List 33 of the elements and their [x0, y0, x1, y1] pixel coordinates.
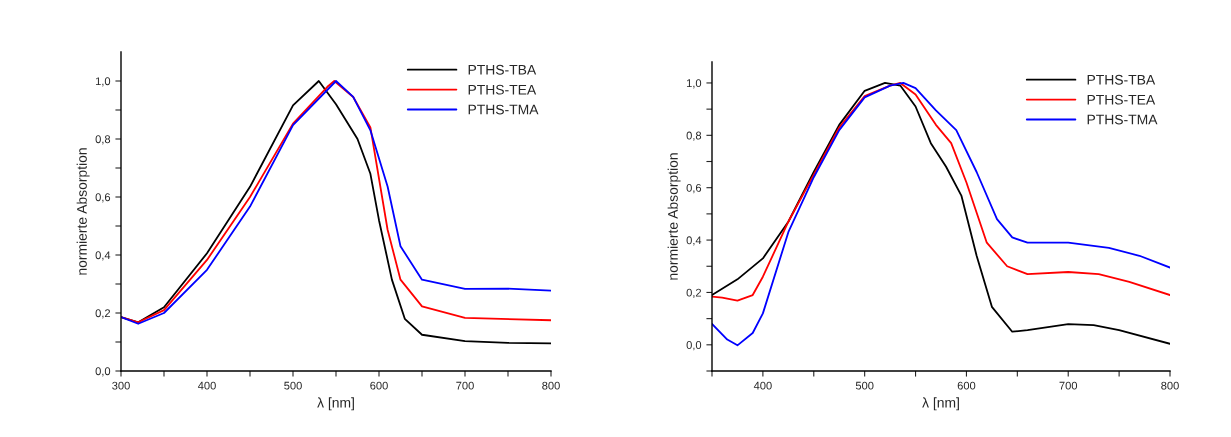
x-tick-label: 500: [855, 381, 874, 390]
legend-label: PTHS-TBA: [1087, 74, 1156, 85]
y-tick-label: 0,6: [95, 193, 111, 203]
legend-label: PTHS-TMA: [1087, 114, 1158, 125]
y-tick-label: 0,6: [686, 183, 702, 194]
x-tick-label: 700: [456, 381, 474, 390]
legend-label: PTHS-TMA: [468, 104, 539, 115]
y-tick-label: 0,4: [95, 251, 111, 261]
x-axis-title: λ [nm]: [317, 397, 354, 411]
y-tick-label: 0,2: [95, 309, 111, 319]
x-tick-label: 800: [542, 381, 560, 390]
legend-label: PTHS-TEA: [468, 84, 537, 95]
y-axis-title: normierte Absorption: [667, 153, 681, 280]
x-tick-label: 300: [112, 381, 130, 390]
y-tick-label: 1,0: [95, 77, 111, 87]
x-tick-label: 700: [1059, 381, 1078, 390]
x-tick-label: 600: [370, 381, 388, 390]
x-tick-label: 800: [1161, 381, 1179, 390]
y-tick-label: 0,0: [95, 367, 111, 377]
y-tick-label: 1,0: [686, 79, 702, 89]
y-tick-label: 0,2: [686, 288, 702, 298]
x-tick-label: 400: [753, 381, 772, 390]
legend-label: PTHS-TBA: [468, 64, 537, 75]
x-tick-label: 600: [957, 381, 976, 390]
y-tick-label: 0,8: [95, 135, 111, 145]
y-tick-label: 0,0: [686, 341, 702, 351]
y-axis-title: normierte Absorption: [76, 148, 90, 275]
x-tick-label: 500: [284, 381, 302, 390]
y-tick-label: 0,8: [686, 131, 702, 141]
legend-label: PTHS-TEA: [1087, 94, 1156, 105]
x-tick-label: 400: [197, 381, 216, 390]
y-tick-label: 0,4: [686, 236, 702, 246]
x-axis-title: λ [nm]: [922, 397, 959, 411]
